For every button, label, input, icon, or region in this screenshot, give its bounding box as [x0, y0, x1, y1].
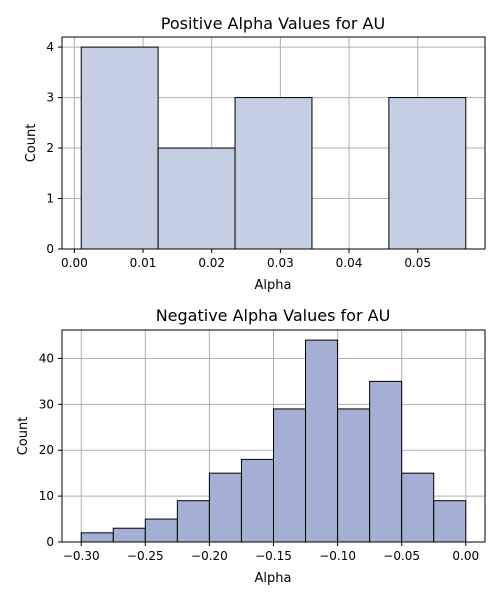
histogram-bar: [369, 380, 403, 543]
histogram-bar: [112, 527, 146, 543]
plot-frame: [61, 36, 486, 250]
histogram-bar: [80, 46, 159, 250]
x-tick-label: −0.10: [319, 549, 356, 563]
y-tick-label: 0: [46, 535, 54, 549]
histogram-bar: [157, 147, 236, 250]
positive-alpha-chart: Positive Alpha Values for AU 0.00 0.01 0.0…: [24, 14, 486, 293]
y-tick-label: 2: [46, 141, 54, 155]
x-tick-label: 0.05: [404, 256, 431, 270]
x-axis-label: Alpha: [255, 571, 292, 586]
x-tick-label: 0.02: [198, 256, 225, 270]
y-axis-label: Count: [24, 124, 39, 163]
x-axis-label: Alpha: [255, 278, 292, 293]
y-tick-label: 20: [39, 443, 54, 457]
y-axis-label: Count: [16, 417, 31, 456]
x-tick-label: 0.01: [130, 256, 157, 270]
histogram-bar: [240, 458, 274, 543]
x-tick-label: 0.00: [61, 256, 88, 270]
y-tick-label: 30: [39, 397, 54, 411]
chart-title: Negative Alpha Values for AU: [156, 306, 391, 325]
histogram-bar: [305, 339, 339, 543]
x-tick-label: −0.25: [127, 549, 164, 563]
y-tick-label: 40: [39, 351, 54, 365]
y-tick-label: 10: [39, 489, 54, 503]
histogram-bar: [80, 532, 114, 543]
y-tick-label: 0: [46, 242, 54, 256]
x-tick-label: −0.05: [383, 549, 420, 563]
histogram-bar: [273, 408, 307, 543]
bars: [80, 46, 467, 250]
chart-title: Positive Alpha Values for AU: [161, 14, 385, 33]
histogram-bar: [208, 472, 242, 543]
x-tick-label: −0.30: [63, 549, 100, 563]
x-ticks: 0.00 0.01 0.02 0.03 0.04 0.05: [61, 249, 431, 270]
x-tick-label: 0.04: [336, 256, 363, 270]
y-tick-label: 1: [46, 192, 54, 206]
x-ticks: −0.30 −0.25 −0.20 −0.15 −0.10 −0.05 0.00: [63, 542, 479, 563]
y-ticks: 0 10 20 30 40: [39, 351, 62, 549]
x-tick-label: −0.15: [255, 549, 292, 563]
x-tick-label: −0.20: [191, 549, 228, 563]
histogram-bar: [401, 472, 435, 543]
histogram-bar: [144, 518, 178, 543]
negative-alpha-chart: Negative Alpha Values for AU −0.30 −0.25−…: [16, 306, 486, 586]
histogram-bar: [337, 408, 371, 543]
histogram-bar: [388, 97, 467, 250]
histogram-bar: [433, 500, 467, 543]
x-tick-label: 0.00: [452, 549, 479, 563]
histogram-bar: [234, 97, 313, 250]
y-tick-label: 4: [46, 40, 54, 54]
y-ticks: 0 1 2 3 4: [46, 40, 62, 256]
x-tick-label: 0.03: [267, 256, 294, 270]
histogram-bar: [176, 500, 210, 543]
y-tick-label: 3: [46, 91, 54, 105]
